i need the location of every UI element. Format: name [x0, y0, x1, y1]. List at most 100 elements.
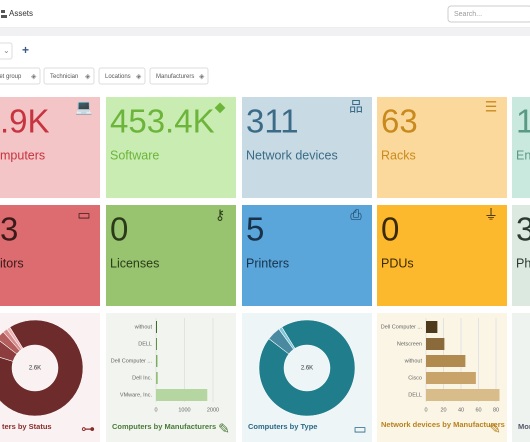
select-caret: ⌄ [3, 46, 10, 55]
chart-title: Computers by Manufacturers [112, 422, 216, 431]
filter-tag[interactable] [0, 67, 41, 85]
asset-card[interactable] [377, 205, 507, 306]
bar[interactable] [426, 338, 445, 350]
top-bar-shadow [0, 28, 530, 36]
y-tick-label: without [134, 324, 153, 330]
card-value: .9K [0, 103, 50, 140]
x-tick-label: 0 [154, 407, 157, 413]
asset-card[interactable] [0, 205, 100, 306]
top-bar [0, 0, 530, 28]
chart-icon: ▭ [353, 421, 366, 437]
card-value: 311 [246, 103, 299, 140]
chart-title: Mor [518, 422, 530, 431]
y-tick-label: Dell Computer ... [381, 324, 423, 330]
filter-tag[interactable] [149, 67, 209, 85]
card-value: 3 [516, 211, 530, 248]
asset-card[interactable] [512, 97, 530, 198]
card-label: Software [110, 148, 159, 162]
bar[interactable] [426, 355, 466, 367]
filter-icon: ◈ [85, 73, 91, 80]
x-tick-label: 60 [475, 407, 481, 413]
x-tick-label: 0 [424, 407, 427, 413]
card-label: Network devices [246, 148, 338, 162]
y-tick-label: Dell Inc. [132, 375, 152, 381]
donut-segment[interactable] [278, 326, 296, 350]
x-tick-label: 1000 [178, 407, 190, 413]
add-button[interactable]: + [22, 43, 29, 57]
bar[interactable] [156, 355, 158, 367]
card-icon: 品 [349, 99, 363, 115]
filter-tag[interactable] [43, 67, 95, 85]
card-value: 453.4K [110, 103, 215, 140]
filter-tag[interactable] [98, 67, 146, 85]
chart-card [512, 313, 530, 442]
donut-segment[interactable] [0, 319, 84, 417]
search-placeholder: Search... [454, 11, 482, 18]
breadcrumb[interactable]: Assets [9, 9, 33, 18]
asset-card[interactable] [106, 205, 236, 306]
chart-title: Network devices by Manufacturers [381, 420, 505, 429]
card-icon: ☰ [485, 99, 498, 115]
chart-icon: ✎ [489, 421, 501, 437]
filter-icon: ◈ [31, 73, 37, 80]
asset-card[interactable] [106, 97, 236, 198]
chart-title: ters by Status [2, 422, 52, 431]
filter-icon: ◈ [199, 73, 205, 80]
filter-label: iet group [0, 74, 22, 80]
card-label: Ph [516, 256, 530, 270]
card-label: En [516, 148, 530, 162]
asset-card[interactable] [377, 97, 507, 198]
filter-label: Technician [50, 74, 78, 80]
card-label: Printers [246, 256, 289, 270]
card-icon: ⚷ [215, 207, 225, 223]
asset-card[interactable] [512, 205, 530, 306]
y-tick-label: Netscreen [397, 341, 422, 347]
bar[interactable] [156, 338, 157, 350]
card-icon: ⎙ [350, 207, 361, 223]
dashboard-select[interactable] [0, 42, 13, 60]
card-icon: 💻 [75, 99, 93, 116]
donut-center-label: 2.6K [29, 366, 41, 372]
card-label: Licenses [110, 256, 159, 270]
card-value: 3 [0, 211, 18, 248]
filter-label: Manufacturers [156, 74, 194, 80]
bar[interactable] [156, 321, 157, 333]
card-icon: ◆ [215, 99, 226, 115]
card-label: Racks [381, 148, 416, 162]
bar[interactable] [426, 389, 500, 401]
card-label: itors [0, 256, 24, 270]
card-value: 5 [246, 211, 264, 248]
y-tick-label: DELL [138, 341, 152, 347]
card-value: 0 [110, 211, 128, 248]
card-value: 63 [381, 103, 418, 140]
bar[interactable] [156, 389, 208, 401]
card-value: 1 [516, 103, 530, 140]
filter-label: Locations [105, 74, 131, 80]
card-icon: ▭ [77, 207, 90, 223]
chart-card [106, 313, 236, 442]
card-icon: ⏚ [484, 207, 498, 223]
asset-card[interactable] [242, 97, 372, 198]
x-tick-label: 40 [458, 407, 464, 413]
chart-icon: ✎ [218, 421, 230, 437]
y-tick-label: VMware, Inc. [120, 392, 153, 398]
donut-segment[interactable] [258, 319, 356, 417]
bar[interactable] [156, 372, 158, 384]
x-tick-label: 80 [493, 407, 499, 413]
y-tick-label: DELL [408, 392, 422, 398]
search-box[interactable] [447, 5, 530, 23]
y-tick-label: Dell Computer ... [111, 358, 153, 364]
bar[interactable] [426, 321, 438, 333]
donut-center-label: 2.6K [301, 366, 313, 372]
x-tick-label: 20 [440, 407, 446, 413]
card-value: 0 [381, 211, 399, 248]
bar[interactable] [426, 372, 476, 384]
asset-card[interactable] [0, 97, 100, 198]
chart-title: Computers by Type [248, 422, 317, 431]
card-label: PDUs [381, 256, 414, 270]
y-tick-label: Cisco [408, 375, 422, 381]
donut-segment[interactable] [6, 326, 24, 350]
asset-card[interactable] [242, 205, 372, 306]
